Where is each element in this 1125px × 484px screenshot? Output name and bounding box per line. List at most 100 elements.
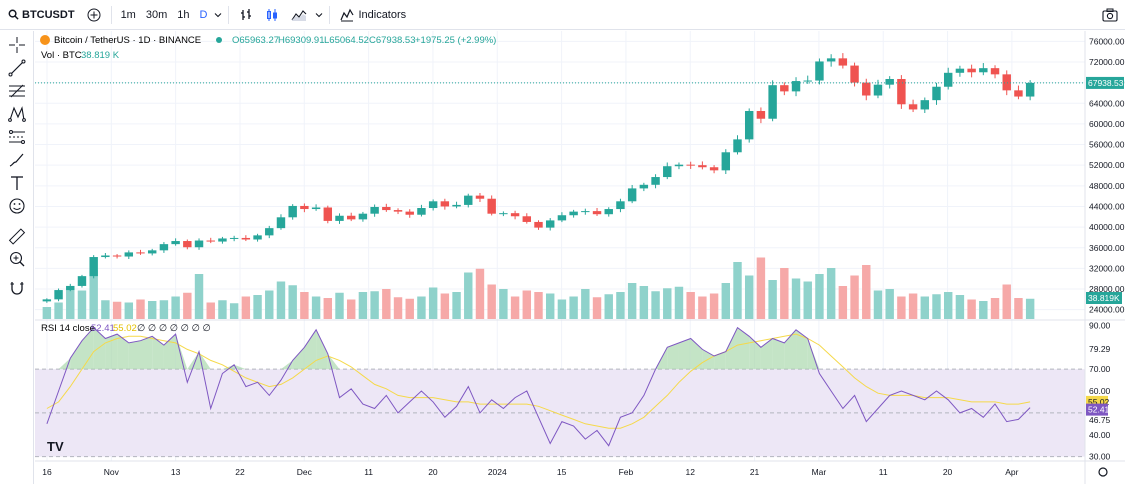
rsi-tick-label: 90.00: [1089, 320, 1111, 330]
indicators-button[interactable]: Indicators: [334, 0, 412, 30]
candle-body: [464, 195, 473, 205]
fib-tool[interactable]: [8, 82, 26, 100]
volume-bar: [826, 268, 836, 319]
volume-bar: [206, 302, 215, 319]
price-chart[interactable]: 76000.0072000.0068000.0064000.0060000.00…: [35, 31, 1125, 484]
rsi-overbought-segment: [234, 364, 246, 370]
forecast-tool[interactable]: [8, 128, 26, 146]
volume-bar: [510, 296, 520, 319]
last-price-tag: 67938.53: [1086, 76, 1124, 89]
timeframe-1h[interactable]: 1h: [177, 8, 190, 21]
rsi-overbought-segment: [280, 360, 293, 370]
chart-settings-button[interactable]: [1098, 467, 1108, 477]
bar-style-button[interactable]: [233, 0, 259, 30]
projection-icon: [9, 130, 25, 144]
volume-bar: [183, 292, 192, 319]
bars-icon: [241, 8, 252, 20]
price-tick-label: 32000.00: [1089, 263, 1125, 273]
timeframe-30m[interactable]: 30m: [145, 8, 168, 21]
volume-bar: [955, 295, 965, 319]
emoji-tool[interactable]: [8, 197, 26, 215]
volume-bar: [686, 292, 695, 319]
candle-body: [651, 177, 660, 185]
time-tick-label: 2024: [488, 467, 507, 477]
timeframe-d[interactable]: D: [199, 8, 208, 21]
rsi-overbought-segment: [175, 334, 188, 370]
candle-body: [721, 152, 731, 171]
area-chart-icon: [291, 9, 307, 21]
volume-bar: [815, 274, 824, 319]
rsi-overbought-segment: [714, 351, 726, 370]
candle-body: [733, 139, 742, 153]
rsi-axis[interactable]: 90.00 79.29 70.00 60.00 46.75 40.00 30.00: [1089, 320, 1111, 461]
volume-bar: [89, 270, 98, 319]
candle-body: [534, 221, 543, 228]
chevron-down-icon: [215, 12, 222, 17]
volume-bar: [967, 299, 976, 319]
zoom-tool[interactable]: [8, 250, 26, 268]
area-style-button[interactable]: [285, 0, 313, 30]
time-tick-label: Mar: [812, 467, 827, 477]
candle-body: [639, 184, 649, 189]
volume-bar: [171, 296, 180, 319]
legend-open: O65963.27: [232, 35, 279, 46]
crosshair-icon: [9, 37, 25, 53]
pattern-tool[interactable]: [8, 105, 26, 123]
brush-tool[interactable]: [8, 151, 26, 169]
volume-bar: [534, 292, 543, 319]
search-icon: [8, 9, 19, 20]
volume-bar: [124, 302, 134, 319]
timeframe-1m[interactable]: 1m: [120, 8, 136, 21]
rsi-overbought-segment: [796, 329, 808, 370]
volume-bar: [873, 290, 883, 319]
volume-bar: [920, 296, 930, 319]
measure-tool[interactable]: [8, 227, 26, 245]
trend-line-tool[interactable]: [8, 59, 26, 77]
candle-body: [499, 213, 508, 215]
legend-change: +1975.25 (+2.99%): [415, 35, 496, 46]
chart-type-dropdown[interactable]: [313, 0, 325, 30]
magnet-tool[interactable]: [8, 279, 26, 297]
trend-line-icon: [8, 59, 26, 77]
candle-body: [674, 164, 684, 167]
candle-body: [873, 84, 883, 96]
candle-body: [604, 209, 613, 215]
gear-icon: [1098, 467, 1108, 477]
volume-bar: [1002, 284, 1011, 319]
rsi-legend-extras: ∅ ∅ ∅ ∅ ∅ ∅ ∅: [137, 323, 211, 334]
candle-body: [850, 65, 859, 83]
time-tick-label: Apr: [1005, 467, 1018, 477]
volume-bar: [897, 296, 906, 319]
smiley-icon: [9, 198, 25, 214]
rsi-overbought-segment: [187, 351, 200, 370]
volume-bar: [592, 297, 602, 319]
price-tick-label: 64000.00: [1089, 98, 1125, 108]
last-price-tag-bg: [1086, 76, 1124, 89]
volume-bar: [464, 272, 473, 319]
volume-bar: [885, 289, 894, 319]
compare-symbol-button[interactable]: [81, 0, 107, 30]
volume-bar: [862, 265, 871, 319]
snapshot-button[interactable]: [1101, 6, 1119, 24]
rsi-overbought-segment: [304, 329, 317, 370]
crosshair-tool[interactable]: [8, 36, 26, 54]
price-tick-label: 48000.00: [1089, 181, 1125, 191]
rsi-ma-line: [46, 333, 1031, 429]
price-tick-label: 24000.00: [1089, 305, 1125, 315]
candle-body: [42, 299, 52, 302]
candle-body: [616, 201, 625, 210]
candle-body: [194, 240, 204, 248]
time-axis[interactable]: 16 Nov 13 22 Dec 11 20 2024 15 Feb 12 21 Mar 11 20 Apr: [42, 467, 1018, 477]
timeframe-dropdown[interactable]: [212, 0, 224, 30]
volume-bar: [311, 296, 321, 319]
candles-style-button[interactable]: [259, 0, 285, 30]
volume-bar: [780, 268, 789, 319]
candle-body: [112, 255, 122, 257]
symbol-search-button[interactable]: BTCUSDT: [0, 0, 81, 30]
volume-bar: [651, 291, 660, 319]
volume-bar: [791, 278, 801, 319]
time-tick-label: 11: [879, 467, 888, 477]
candle-body: [323, 207, 333, 221]
price-tick-label: 72000.00: [1089, 57, 1125, 67]
text-tool[interactable]: [8, 174, 26, 192]
